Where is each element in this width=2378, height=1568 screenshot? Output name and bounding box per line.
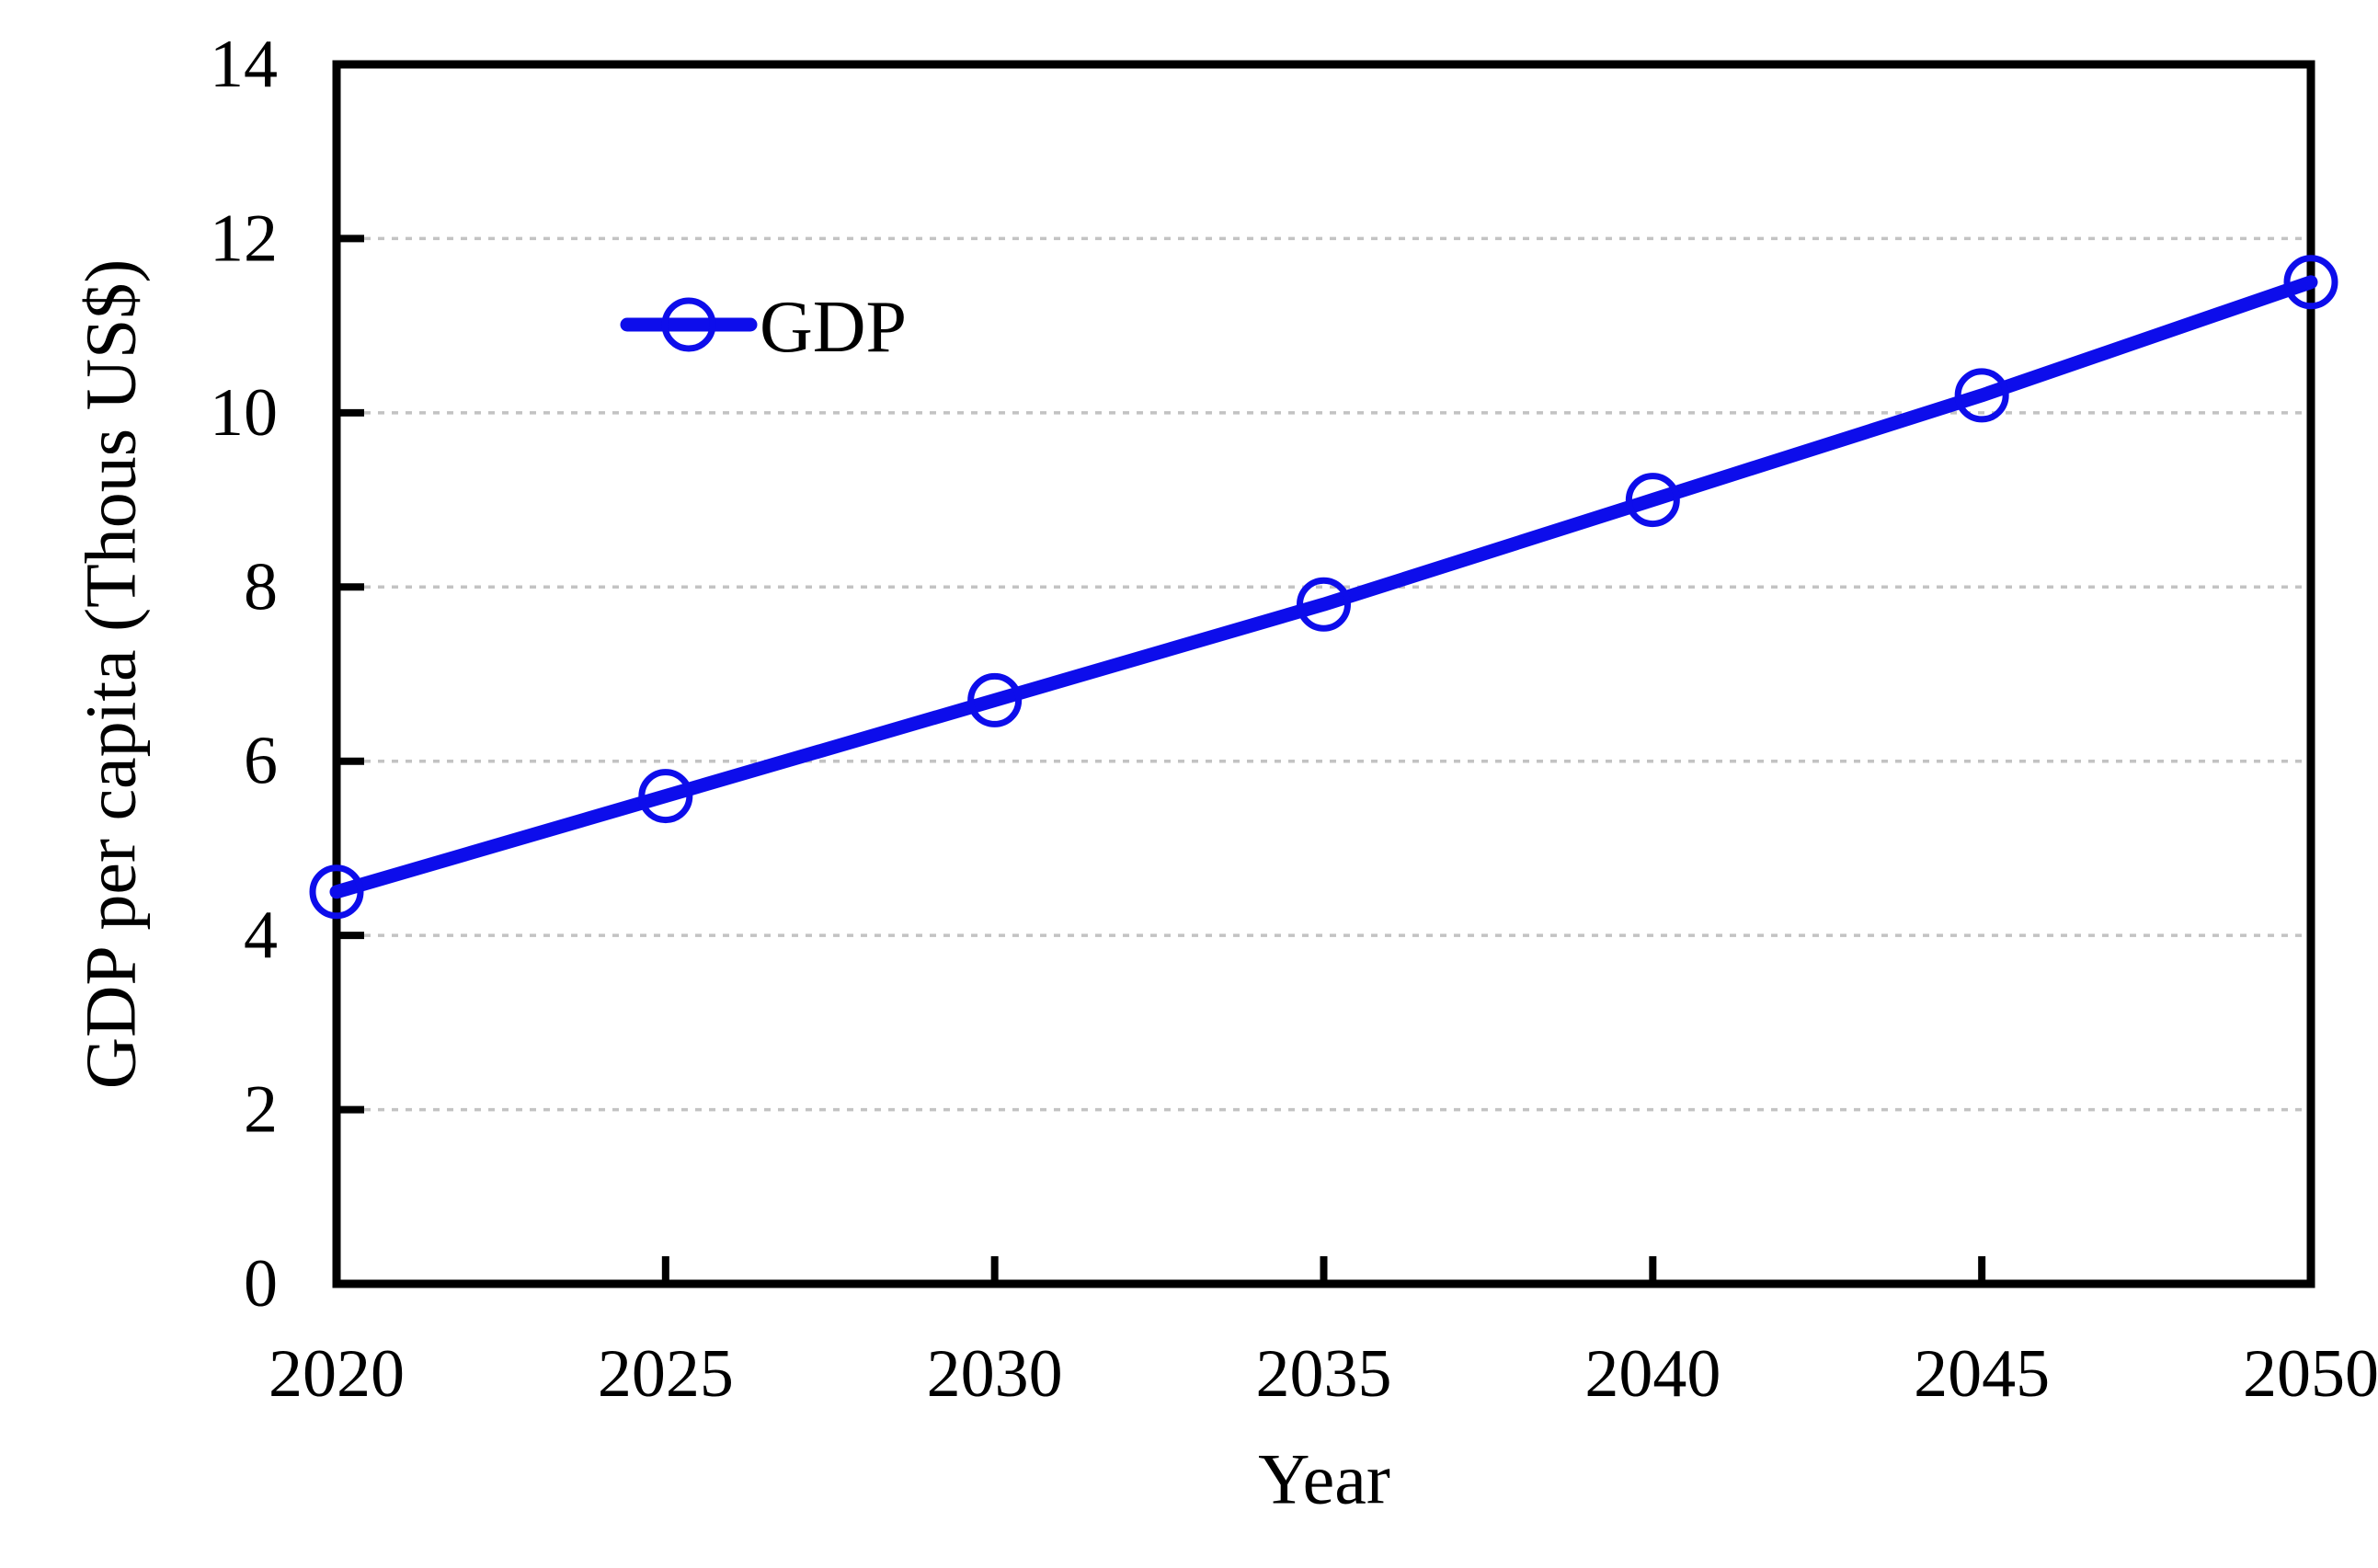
y-axis-title: GDP per capita (Thous US$) [71,259,151,1090]
gdp-marker [1297,577,1351,632]
y-tick-label: 4 [244,898,278,973]
x-tick-label: 2035 [1256,1336,1392,1412]
legend-marker-circle [661,297,716,352]
x-tick-label: 2025 [598,1336,734,1412]
gdp-marker [309,864,364,920]
y-tick-label: 10 [210,375,278,451]
y-tick-label: 6 [244,724,278,799]
gdp-marker [1625,473,1680,528]
y-tick-label: 8 [244,549,278,624]
x-tick-label: 2040 [1584,1336,1721,1412]
gdp-marker [967,672,1023,727]
gdp-line-chart-figure: 0 2 4 6 8 10 12 14 2020 2025 2030 2035 2040 2045 2050 G… [37,15,2378,1553]
plot-border [332,60,2315,1288]
y-tick-label: 12 [210,200,278,276]
y-tick-label: 14 [210,27,278,102]
legend-label: GDP [760,287,907,368]
x-axis-title: Year [1258,1439,1390,1519]
y-tick-label: 0 [244,1246,278,1322]
x-tick-label: 2050 [2243,1336,2378,1412]
x-tick-label: 2030 [927,1336,1063,1412]
gdp-line [329,275,2318,899]
x-tick-label: 2020 [269,1336,405,1412]
y-tick-label: 2 [244,1072,278,1148]
chart-svg: 0 2 4 6 8 10 12 14 2020 2025 2030 2035 2040 2045 2050 G… [71,27,2378,1519]
gdp-marker [1954,368,2009,423]
gdp-marker [638,769,693,824]
x-tick-label: 2045 [1914,1336,2050,1412]
gdp-marker [2283,255,2338,310]
